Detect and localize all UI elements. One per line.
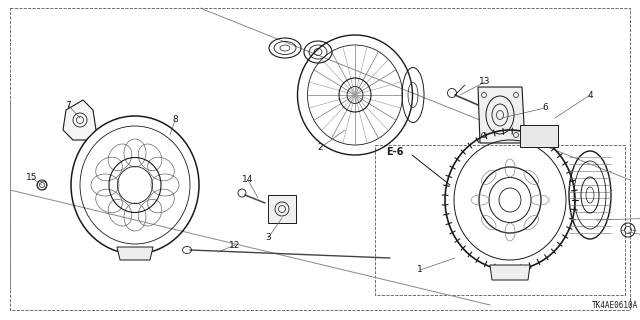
Text: 15: 15 <box>26 173 38 182</box>
Text: 7: 7 <box>65 100 71 109</box>
Text: 3: 3 <box>265 234 271 243</box>
Bar <box>520 125 558 147</box>
Bar <box>268 195 296 223</box>
Text: 6: 6 <box>542 103 548 113</box>
Polygon shape <box>490 265 530 280</box>
Text: 1: 1 <box>417 266 423 275</box>
Text: 14: 14 <box>243 175 253 185</box>
Text: TK4AE0610A: TK4AE0610A <box>592 300 638 309</box>
Text: 2: 2 <box>317 143 323 153</box>
Text: 8: 8 <box>172 116 178 124</box>
Text: E-6: E-6 <box>387 147 404 157</box>
Polygon shape <box>117 247 153 260</box>
Polygon shape <box>478 87 525 143</box>
Polygon shape <box>63 100 96 140</box>
Text: 13: 13 <box>479 77 491 86</box>
Text: 12: 12 <box>229 241 241 250</box>
Text: 4: 4 <box>587 91 593 100</box>
